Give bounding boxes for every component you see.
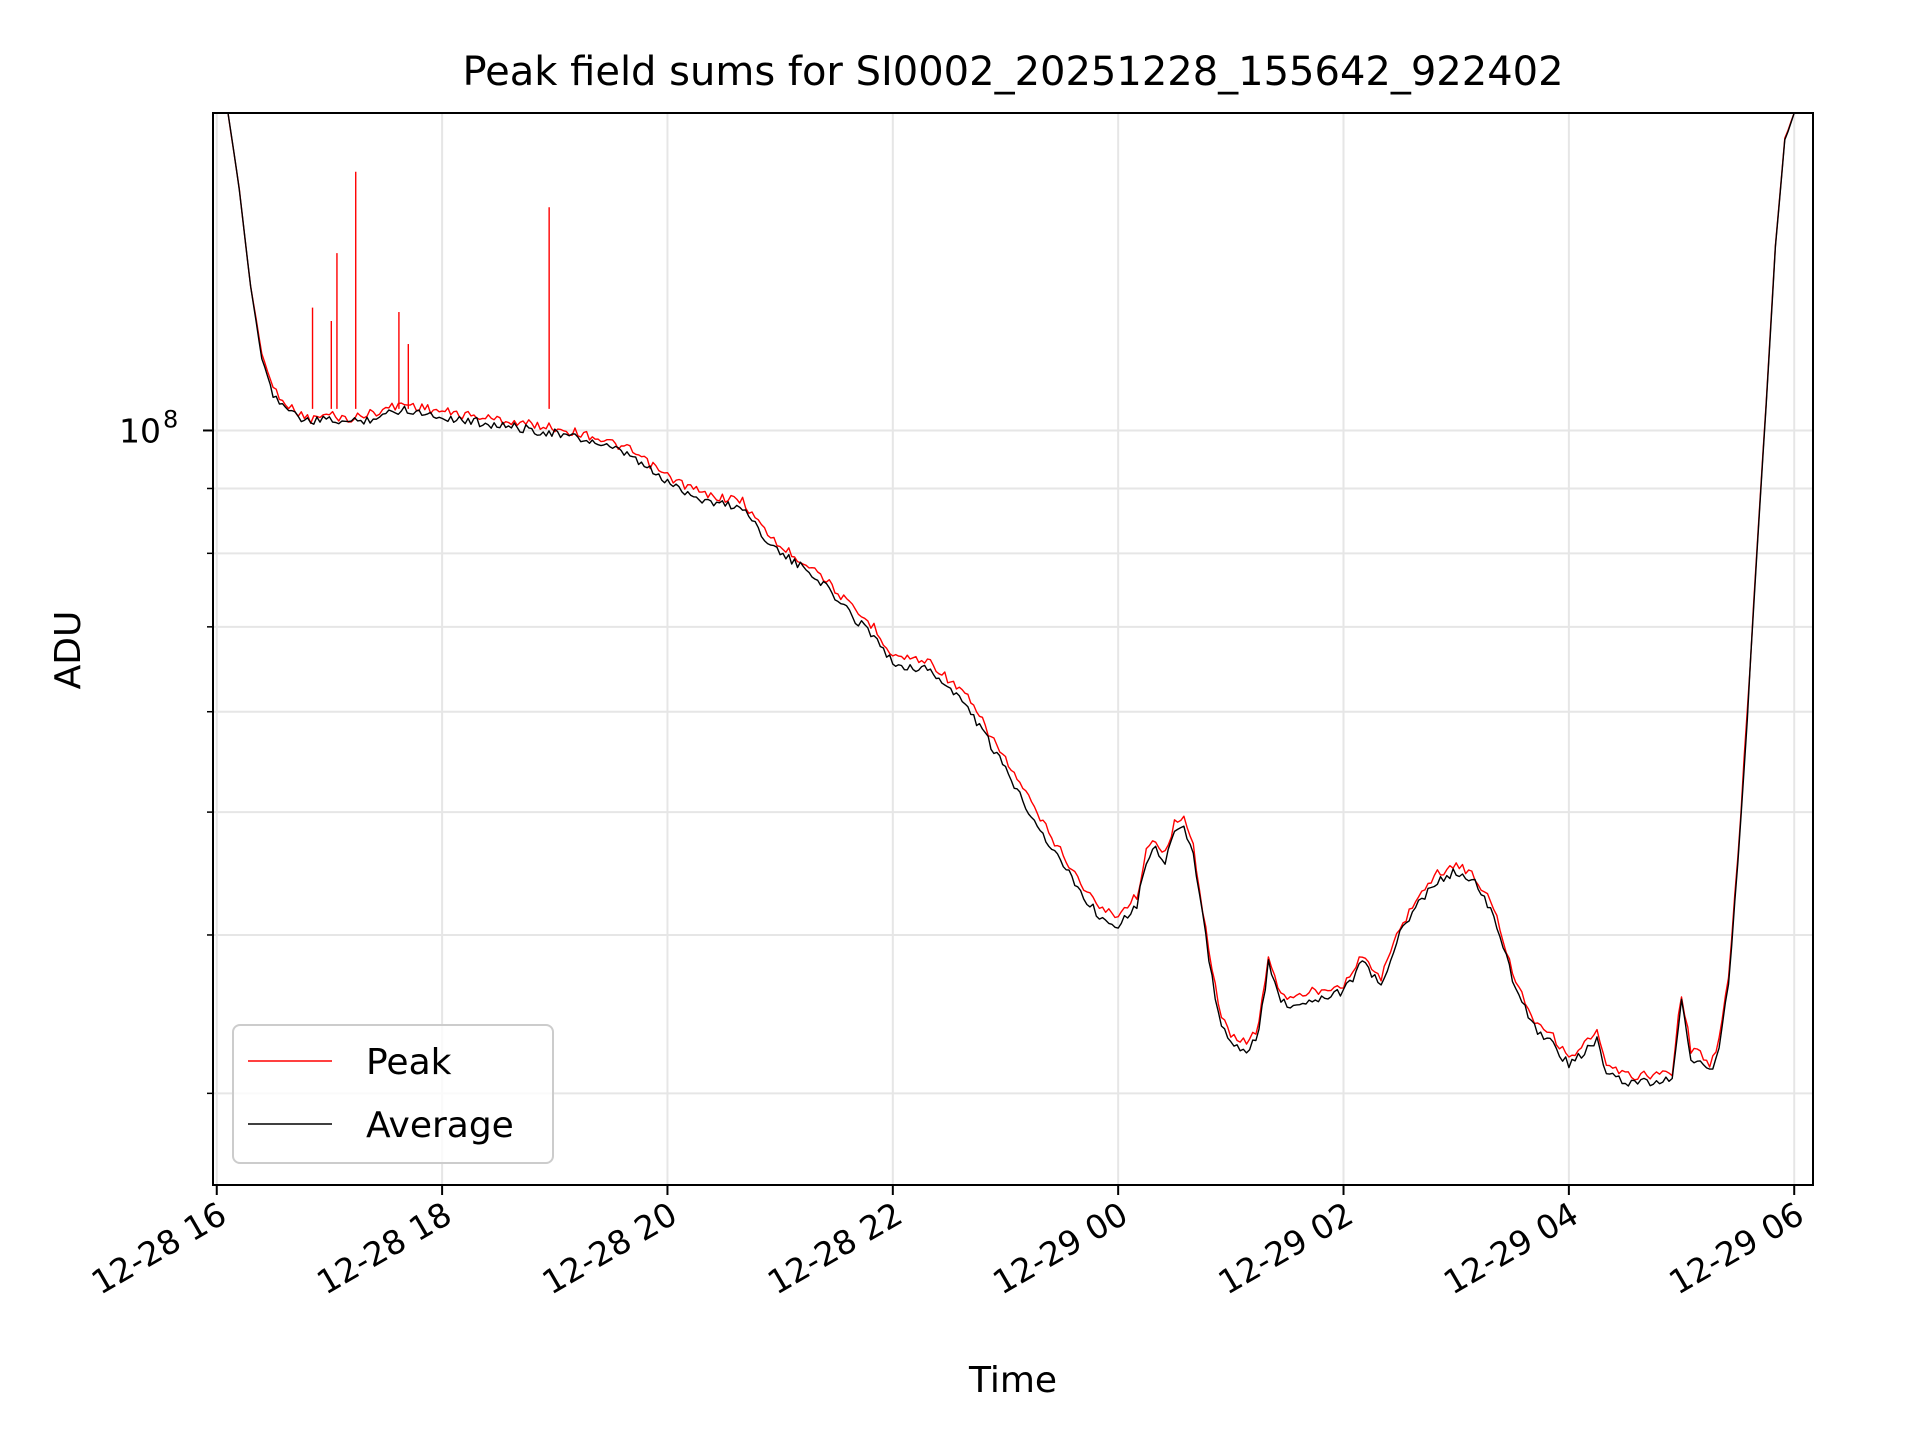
x-axis-label: Time xyxy=(968,1360,1057,1401)
y-axis-label: ADU xyxy=(48,611,89,690)
legend-label-average: Average xyxy=(366,1105,514,1146)
y-axis: 10 8 xyxy=(119,405,213,1095)
y-tick-label: 10 xyxy=(119,411,161,450)
series-layer xyxy=(227,113,1795,1087)
legend: Peak Average xyxy=(232,1024,554,1164)
grid-lines xyxy=(213,113,1813,1185)
series-line-average xyxy=(227,113,1795,1087)
legend-label-peak: Peak xyxy=(366,1042,452,1083)
legend-box xyxy=(232,1024,554,1164)
y-tick-label-exponent: 8 xyxy=(163,405,178,433)
plot-frame xyxy=(212,112,1814,1186)
chart-title: Peak field sums for SI0002_20251228_1556… xyxy=(462,49,1563,95)
series-line-peak xyxy=(227,113,1795,1081)
